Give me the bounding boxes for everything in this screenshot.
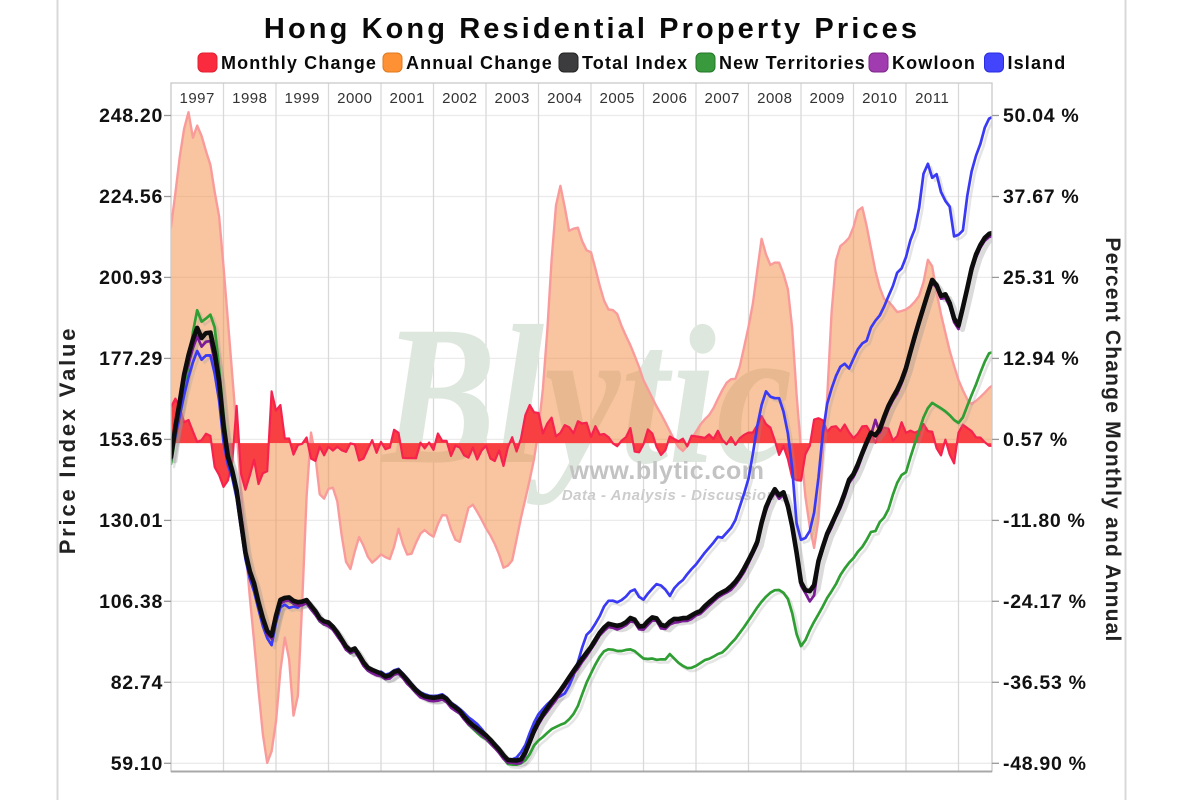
svg-text:200.93: 200.93	[99, 267, 163, 289]
svg-text:-24.17 %: -24.17 %	[1003, 591, 1087, 613]
svg-text:2004: 2004	[547, 90, 582, 107]
svg-text:2008: 2008	[757, 90, 792, 107]
svg-text:-11.80 %: -11.80 %	[1003, 510, 1086, 532]
svg-text:2007: 2007	[705, 90, 740, 107]
svg-text:1999: 1999	[285, 90, 320, 107]
svg-text:2002: 2002	[442, 90, 477, 107]
svg-text:Percent Change Monthly and Ann: Percent Change Monthly and Annual	[1101, 237, 1124, 642]
svg-text:Kowloon: Kowloon	[892, 53, 976, 73]
svg-text:59.10: 59.10	[111, 753, 163, 775]
svg-text:130.01: 130.01	[99, 510, 163, 532]
svg-text:Hong Kong Residential Property: Hong Kong Residential Property Prices	[264, 13, 920, 45]
svg-text:106.38: 106.38	[99, 591, 163, 613]
svg-text:248.20: 248.20	[99, 105, 163, 127]
svg-text:177.29: 177.29	[99, 348, 163, 370]
svg-text:1997: 1997	[180, 90, 215, 107]
svg-text:Annual Change: Annual Change	[406, 53, 553, 73]
svg-text:Monthly Change: Monthly Change	[221, 53, 377, 73]
svg-text:-36.53 %: -36.53 %	[1003, 672, 1087, 694]
svg-text:1998: 1998	[232, 90, 267, 107]
svg-text:2003: 2003	[495, 90, 530, 107]
svg-text:-48.90 %: -48.90 %	[1003, 753, 1087, 775]
svg-text:153.65: 153.65	[99, 429, 163, 451]
svg-text:Total Index: Total Index	[582, 53, 688, 73]
svg-text:50.04 %: 50.04 %	[1003, 105, 1079, 127]
svg-text:Data - Analysis - Discussion: Data - Analysis - Discussion	[562, 487, 776, 504]
svg-text:0.57 %: 0.57 %	[1003, 429, 1068, 451]
svg-text:New Territories: New Territories	[719, 53, 866, 73]
svg-text:2010: 2010	[862, 90, 897, 107]
svg-text:2005: 2005	[600, 90, 635, 107]
svg-text:Island: Island	[1008, 53, 1067, 73]
svg-text:224.56: 224.56	[99, 186, 163, 208]
svg-text:82.74: 82.74	[111, 672, 163, 694]
svg-text:2011: 2011	[915, 90, 949, 107]
svg-text:2009: 2009	[810, 90, 845, 107]
svg-text:Price Index Value: Price Index Value	[55, 326, 80, 555]
svg-text:37.67 %: 37.67 %	[1003, 186, 1079, 208]
svg-text:2006: 2006	[652, 90, 687, 107]
svg-text:2001: 2001	[390, 90, 425, 107]
svg-text:2000: 2000	[337, 90, 372, 107]
svg-text:12.94 %: 12.94 %	[1003, 348, 1079, 370]
svg-text:www.blytic.com: www.blytic.com	[568, 457, 764, 485]
svg-text:25.31 %: 25.31 %	[1003, 267, 1079, 289]
